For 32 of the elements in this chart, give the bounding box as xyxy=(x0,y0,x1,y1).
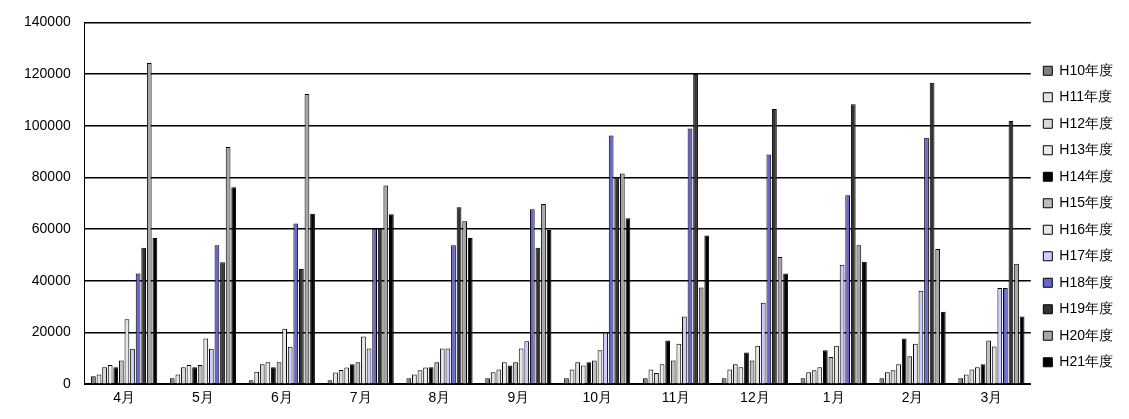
y-tick-label: 120000 xyxy=(24,64,71,81)
x-tick-label: 11月 xyxy=(661,389,691,406)
x-tick-label: 12月 xyxy=(740,389,770,406)
y-tick-label: 100000 xyxy=(24,116,71,133)
legend-label: H11年度 xyxy=(1059,88,1112,105)
x-tick-label: 3月 xyxy=(980,389,1003,406)
legend-label: H13年度 xyxy=(1059,141,1113,158)
x-tick-label: 9月 xyxy=(507,389,530,406)
x-tick-label: 5月 xyxy=(192,389,214,406)
y-tick-label: 40000 xyxy=(31,271,71,288)
legend-label: H14年度 xyxy=(1059,167,1113,184)
x-tick-label: 4月 xyxy=(113,389,136,406)
x-tick-label: 6月 xyxy=(270,389,293,406)
legend-label: H17年度 xyxy=(1059,247,1113,264)
legend-label: H20年度 xyxy=(1059,326,1113,343)
legend-label: H12年度 xyxy=(1059,114,1113,131)
y-tick-label: 20000 xyxy=(31,323,71,340)
legend-label: H21年度 xyxy=(1059,353,1113,370)
x-tick-label: 7月 xyxy=(349,389,372,406)
x-tick-label: 1月 xyxy=(822,389,845,406)
x-tick-label: 10月 xyxy=(582,389,612,406)
legend-label: H18年度 xyxy=(1059,273,1113,290)
y-tick-label: 80000 xyxy=(31,168,71,185)
y-tick-label: 60000 xyxy=(31,220,71,236)
legend-label: H15年度 xyxy=(1059,194,1113,211)
legend-label: H16年度 xyxy=(1059,220,1113,237)
y-tick-label: 140000 xyxy=(24,13,71,30)
x-tick-label: 8月 xyxy=(428,389,451,406)
legend-label: H10年度 xyxy=(1059,61,1113,78)
legend-label: H19年度 xyxy=(1059,300,1113,317)
x-tick-label: 2月 xyxy=(901,389,924,406)
y-tick-label: 0 xyxy=(62,375,71,392)
